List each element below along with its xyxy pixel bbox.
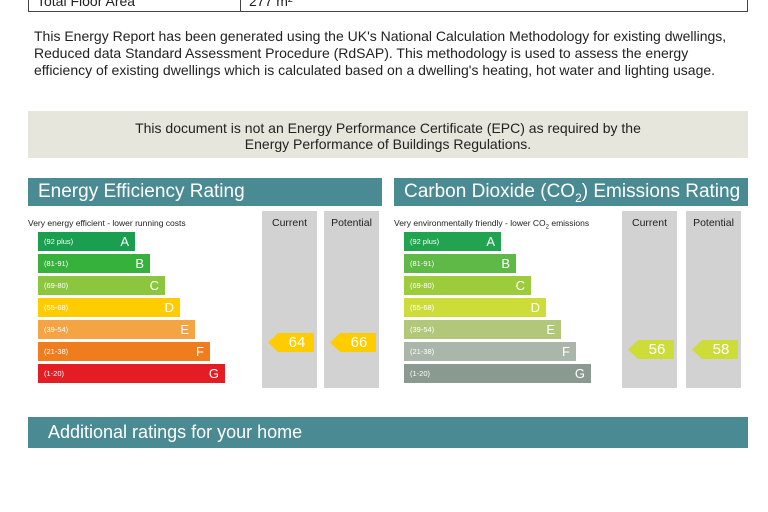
rating-band-letter: G <box>574 366 585 381</box>
rating-band-range: (21-38) <box>410 347 435 356</box>
floor-area-table: Total Floor Area 277 m² <box>28 0 748 12</box>
energy-potential-column: Potential 66 <box>324 211 379 388</box>
energy-potential-arrow: 66 <box>330 333 376 352</box>
co2-potential-header: Potential <box>693 217 734 229</box>
rating-band-f: (21-38) F <box>38 342 210 361</box>
rating-band-range: (21-38) <box>44 347 69 356</box>
co2-title-sub: 2 <box>575 190 582 205</box>
rating-band-letter: D <box>530 300 540 315</box>
rating-band-letter: C <box>515 278 525 293</box>
rating-band-letter: F <box>562 344 570 359</box>
rating-band-range: (69-80) <box>44 281 69 290</box>
co2-emissions-panel: Carbon Dioxide (CO2) Emissions Rating Ve… <box>394 178 748 392</box>
rating-band-letter: C <box>149 278 159 293</box>
rating-band-letter: A <box>486 234 495 249</box>
rating-band-letter: E <box>546 322 555 337</box>
rating-band-range: (39-54) <box>410 325 435 334</box>
intro-paragraph: This Energy Report has been generated us… <box>34 28 727 78</box>
co2-title-post: ) Emissions Rating <box>581 181 741 202</box>
rating-band-g: (1-20) G <box>404 364 591 383</box>
energy-current-header: Current <box>271 217 307 229</box>
rating-band-range: (92 plus) <box>410 237 440 246</box>
co2-current-value: 56 <box>648 341 666 358</box>
energy-efficiency-panel: Energy Efficiency Rating Very energy eff… <box>28 178 382 392</box>
rating-band-a: (92 plus) A <box>404 232 501 251</box>
co2-caption-post: emissions <box>548 218 590 228</box>
rating-band-letter: A <box>120 234 129 249</box>
co2-potential-column: Potential 58 <box>686 211 741 388</box>
energy-current-arrow: 64 <box>268 333 314 352</box>
rating-band-letter: D <box>164 300 174 315</box>
rating-band-letter: G <box>208 366 219 381</box>
floor-area-value: 277 m² <box>249 0 293 9</box>
rating-band-range: (1-20) <box>410 369 431 378</box>
rating-band-c: (69-80) C <box>404 276 531 295</box>
rating-band-g: (1-20) G <box>38 364 225 383</box>
rating-band-range: (81-91) <box>44 259 69 268</box>
co2-title-pre: Carbon Dioxide (CO <box>404 181 576 202</box>
rating-band-range: (92 plus) <box>44 237 74 246</box>
rating-band-d: (55-68) D <box>404 298 546 317</box>
rating-band-a: (92 plus) A <box>38 232 135 251</box>
co2-current-arrow: 56 <box>628 340 674 359</box>
rating-band-range: (39-54) <box>44 325 69 334</box>
rating-band-range: (55-68) <box>410 303 435 312</box>
rating-band-e: (39-54) E <box>38 320 195 339</box>
energy-potential-value: 66 <box>350 334 368 351</box>
rating-band-letter: E <box>180 322 189 337</box>
epc-notice-line2: Energy Performance of Buildings Regulati… <box>244 136 532 152</box>
co2-emissions-title: Carbon Dioxide (CO2) Emissions Rating <box>394 178 748 206</box>
energy-potential-header: Potential <box>331 217 372 229</box>
energy-efficiency-title: Energy Efficiency Rating <box>28 178 382 206</box>
rating-band-d: (55-68) D <box>38 298 180 317</box>
rating-band-range: (55-68) <box>44 303 69 312</box>
energy-current-value: 64 <box>288 334 306 351</box>
epc-notice: This document is not an Energy Performan… <box>28 111 748 158</box>
rating-band-f: (21-38) F <box>404 342 576 361</box>
co2-band-chart: Very environmentally friendly - lower CO… <box>394 206 624 392</box>
rating-band-letter: F <box>196 344 204 359</box>
rating-band-letter: B <box>501 256 510 271</box>
energy-top-caption: Very energy efficient - lower running co… <box>28 218 186 228</box>
rating-band-b: (81-91) B <box>38 254 150 273</box>
rating-band-b: (81-91) B <box>404 254 516 273</box>
rating-band-range: (1-20) <box>44 369 65 378</box>
co2-caption-pre: Very environmentally friendly - lower CO <box>394 218 546 228</box>
co2-top-caption: Very environmentally friendly - lower CO… <box>394 218 589 231</box>
additional-ratings-heading: Additional ratings for your home <box>28 417 748 448</box>
co2-current-header: Current <box>631 217 667 229</box>
epc-notice-line1: This document is not an Energy Performan… <box>135 120 641 136</box>
rating-band-e: (39-54) E <box>404 320 561 339</box>
rating-band-range: (69-80) <box>410 281 435 290</box>
rating-band-range: (81-91) <box>410 259 435 268</box>
co2-caption-sub: 2 <box>545 224 549 231</box>
co2-potential-value: 58 <box>712 341 730 358</box>
rating-band-c: (69-80) C <box>38 276 165 295</box>
rating-band-letter: B <box>135 256 144 271</box>
floor-area-label: Total Floor Area <box>29 0 241 11</box>
energy-current-column: Current 64 <box>262 211 317 388</box>
co2-potential-arrow: 58 <box>692 340 738 359</box>
co2-current-column: Current 56 <box>622 211 677 388</box>
energy-band-chart: Very energy efficient - lower running co… <box>28 206 258 392</box>
